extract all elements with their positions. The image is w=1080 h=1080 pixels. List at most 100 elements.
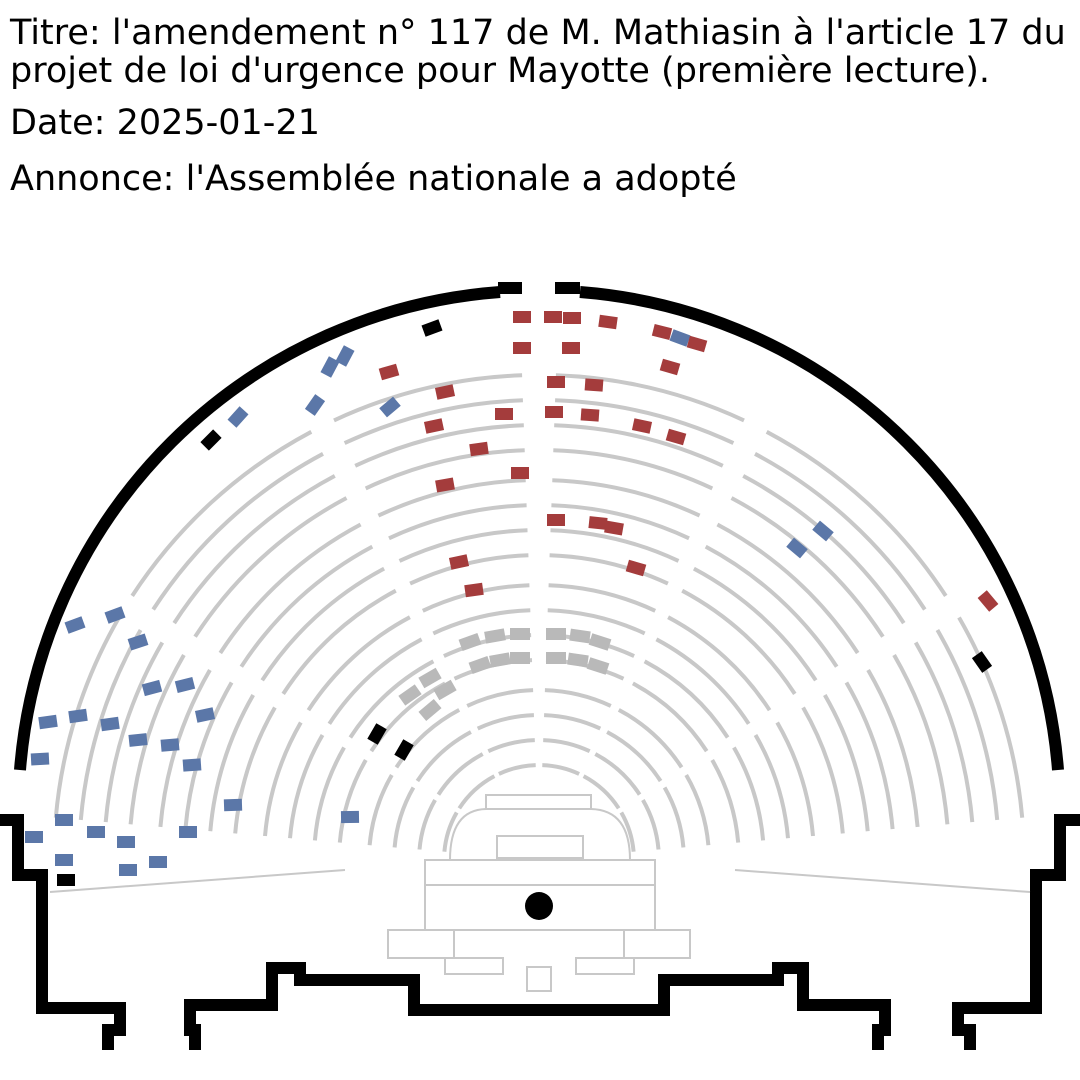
seat-vote-pour <box>513 342 531 354</box>
seat-row-arc <box>233 706 277 834</box>
seat-vote-pour <box>562 342 580 354</box>
seat-row-arc <box>730 496 885 638</box>
seat-vote-pour <box>686 335 708 353</box>
seat-row-arc <box>548 583 657 613</box>
seat-vote-pour <box>464 582 484 598</box>
seat-row-arc <box>551 503 690 541</box>
seat-row-arc <box>333 373 523 423</box>
seat-row-arc <box>742 474 906 625</box>
seat-row-arc <box>306 615 411 712</box>
seat-row-arc <box>716 522 860 655</box>
seat-row-arc <box>388 503 527 541</box>
seat-vote-contre <box>141 679 163 697</box>
seat-vote-contre <box>304 394 326 416</box>
seat-vote-contre <box>25 831 43 843</box>
seat-row-arc <box>208 694 255 832</box>
seat-row-arc <box>78 629 143 821</box>
government-bench-seat <box>458 632 482 652</box>
government-bench-seat <box>398 684 422 706</box>
seat-vote-contre <box>127 633 149 651</box>
vote-date: Date: 2025-01-21 <box>10 103 320 143</box>
hemicycle-diagram <box>0 282 1080 1050</box>
seat-vote-abstention <box>57 874 75 886</box>
seat-vote-contre <box>786 537 808 559</box>
seat-vote-abstention <box>421 319 443 337</box>
seat-vote-contre <box>64 616 86 634</box>
seat-vote-pour <box>544 311 562 323</box>
seat-vote-pour <box>378 363 400 381</box>
government-bench-seat <box>433 679 457 701</box>
seat-row-arc <box>552 478 701 518</box>
president-desk <box>496 835 584 859</box>
seat-vote-pour <box>598 314 618 330</box>
seat-row-arc <box>417 799 437 850</box>
floor-wall-right <box>952 814 1080 1050</box>
steps-left <box>387 929 455 959</box>
seat-row-arc <box>415 730 472 783</box>
seat-row-arc <box>643 659 730 739</box>
seat-row-arc <box>844 681 895 830</box>
seat-vote-contre <box>160 738 180 752</box>
seat-rows <box>53 373 1025 852</box>
seat-vote-contre <box>812 520 834 542</box>
government-bench-seat <box>567 652 589 668</box>
seat-row-arc <box>263 721 303 837</box>
seat-vote-contre <box>669 329 691 347</box>
seat-vote-pour <box>469 441 489 457</box>
seat-row-arc <box>364 448 525 491</box>
vote-announcement: Annonce: l'Assemblée nationale a adopté <box>10 159 737 199</box>
seat-row-arc <box>617 708 684 769</box>
seat-row-arc <box>343 398 523 445</box>
seat-row-arc <box>547 608 646 636</box>
secretary-bench <box>424 859 656 886</box>
seat-row-arc <box>457 774 496 810</box>
seat-vote-pour <box>448 554 470 570</box>
government-bench-seat <box>510 652 530 664</box>
steps-right <box>623 929 691 959</box>
seat-vote-pour <box>435 477 455 493</box>
seat-row-arc <box>553 448 714 491</box>
seat-vote-contre <box>149 856 167 868</box>
seat-row-arc <box>549 553 669 586</box>
seat-row-arc <box>823 694 870 832</box>
seat-row-arc <box>554 423 724 468</box>
seat-vote-pour <box>631 418 653 434</box>
seat-row-arc <box>544 688 612 708</box>
seat-vote-contre <box>179 826 197 838</box>
seat-vote-contre <box>104 606 126 624</box>
seat-row-arc <box>543 738 591 754</box>
seat-row-arc <box>476 713 534 731</box>
vote-header: Titre: l'amendement n° 117 de M. Mathias… <box>10 14 1070 198</box>
seat-vote-pour <box>665 428 687 446</box>
seat-row-arc <box>753 734 790 839</box>
seat-vote-contre <box>100 716 120 732</box>
bench-right <box>575 957 635 975</box>
seat-row-arc <box>394 708 461 769</box>
seat-vote-pour <box>547 514 565 526</box>
seat-row-arc <box>957 616 1025 818</box>
seat-row-arc <box>281 588 397 695</box>
tribune-box <box>526 966 552 992</box>
seat-vote-abstention <box>200 429 222 451</box>
seat-vote-contre <box>117 836 135 848</box>
seat-vote-pour <box>625 559 647 577</box>
seat-row-arc <box>692 566 818 682</box>
seat-row-arc <box>498 763 536 776</box>
seat-row-arc <box>466 688 534 708</box>
seat-vote-pour <box>651 324 673 340</box>
seat-row-arc <box>732 746 766 841</box>
seat-vote-pour <box>588 516 608 530</box>
seat-row-arc <box>655 637 751 725</box>
bench-left <box>444 957 504 975</box>
seat-row-arc <box>913 641 975 823</box>
government-bench-seat <box>586 657 610 675</box>
seat-vote-pour <box>495 408 513 420</box>
floor-wall-left <box>0 814 126 1050</box>
seat-row-arc <box>892 654 950 825</box>
tribune-top <box>485 794 592 810</box>
seat-vote-pour <box>547 376 565 388</box>
government-bench-seat <box>418 667 442 689</box>
seat-row-arc <box>432 608 531 636</box>
seat-vote-pour <box>434 384 456 400</box>
chamber-walls <box>0 282 1080 1050</box>
